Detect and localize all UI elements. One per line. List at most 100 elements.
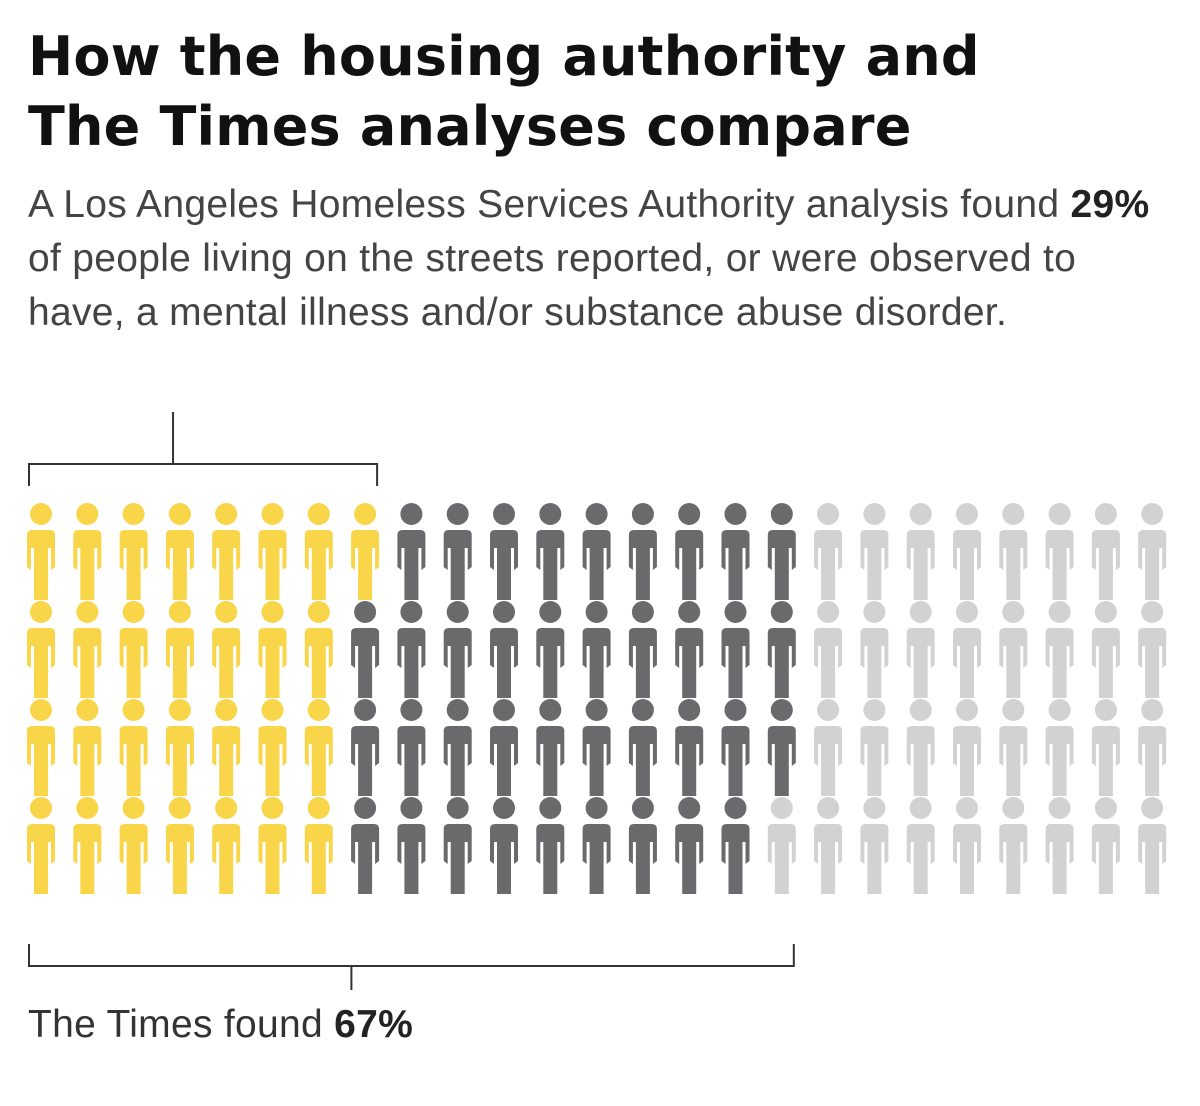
person-icon-times: [443, 503, 472, 600]
person-icon-times: [443, 601, 472, 698]
person-icon-lahsa: [165, 699, 194, 796]
person-icon-times: [351, 797, 380, 894]
person-icon-times: [628, 797, 657, 894]
person-icon-lahsa: [258, 503, 287, 600]
person-icon-remaining: [767, 797, 796, 894]
person-icon-times: [397, 601, 426, 698]
title-line-1: How the housing authority and: [28, 25, 980, 88]
person-icon-lahsa: [304, 601, 333, 698]
person-icon-lahsa: [258, 797, 287, 894]
person-icon-times: [351, 699, 380, 796]
person-icon-times: [490, 601, 518, 698]
person-icon-lahsa: [119, 503, 148, 600]
person-icon-times: [675, 797, 704, 894]
person-icon-times: [628, 699, 657, 796]
person-icon-remaining: [1138, 797, 1167, 894]
times-note: The Times found 67%: [28, 998, 413, 1052]
person-icon-times: [397, 699, 426, 796]
person-icon-remaining: [1091, 699, 1120, 796]
person-icon-times: [536, 797, 565, 894]
person-icon-remaining: [1045, 797, 1074, 894]
person-icon-lahsa: [212, 797, 241, 894]
person-icon-lahsa: [212, 601, 241, 698]
person-icon-lahsa: [212, 699, 241, 796]
person-icon-remaining: [814, 797, 843, 894]
person-icon-lahsa: [119, 699, 148, 796]
person-icon-times: [675, 601, 704, 698]
person-icon-times: [767, 699, 796, 796]
person-icon-times: [675, 503, 704, 600]
person-icon-remaining: [999, 699, 1028, 796]
person-icon-times: [443, 699, 472, 796]
person-icon-times: [721, 797, 750, 894]
person-icon-times: [582, 797, 611, 894]
lahsa-bracket: [28, 412, 379, 486]
person-icon-lahsa: [165, 503, 194, 600]
person-icon-lahsa: [258, 699, 287, 796]
person-icon-lahsa: [212, 503, 241, 600]
person-icon-remaining: [1138, 503, 1167, 600]
person-icon-times: [721, 601, 750, 698]
person-icon-lahsa: [304, 503, 333, 600]
person-icon-lahsa: [27, 797, 55, 894]
person-icon-lahsa: [119, 601, 148, 698]
person-icon-lahsa: [73, 797, 102, 894]
person-icon-remaining: [1045, 699, 1074, 796]
person-icon-remaining: [953, 699, 981, 796]
brackets: [28, 412, 795, 990]
title-line-2: The Times analyses compare: [28, 95, 912, 158]
person-icon-times: [490, 797, 518, 894]
person-icon-remaining: [860, 503, 889, 600]
chart-subtitle: A Los Angeles Homeless Services Authorit…: [28, 178, 1178, 340]
person-icon-remaining: [999, 601, 1028, 698]
person-icon-remaining: [999, 797, 1028, 894]
person-icon-remaining: [906, 601, 935, 698]
person-icon-lahsa: [73, 699, 102, 796]
subtitle-text-post: of people living on the streets reported…: [28, 237, 1077, 334]
person-icon-remaining: [814, 503, 843, 600]
person-icon-lahsa: [258, 601, 287, 698]
person-icon-lahsa: [27, 699, 55, 796]
times-bracket: [28, 944, 795, 990]
person-icon-times: [721, 699, 750, 796]
person-icon-remaining: [860, 699, 889, 796]
person-icon-times: [490, 699, 518, 796]
person-icon-times: [397, 503, 426, 600]
person-icon-lahsa: [304, 797, 333, 894]
person-icon-times: [721, 503, 750, 600]
person-icon-times: [443, 797, 472, 894]
person-icon-times: [628, 601, 657, 698]
subtitle-text-pre: A Los Angeles Homeless Services Authorit…: [28, 183, 1071, 226]
person-icon-remaining: [906, 699, 935, 796]
person-icon-lahsa: [73, 503, 102, 600]
person-icon-times: [767, 503, 796, 600]
person-icon-times: [351, 601, 380, 698]
person-icon-lahsa: [27, 601, 55, 698]
person-icon-remaining: [1045, 601, 1074, 698]
person-icon-times: [582, 699, 611, 796]
person-icon-remaining: [906, 503, 935, 600]
person-icon-remaining: [1091, 503, 1120, 600]
person-icon-lahsa: [73, 601, 102, 698]
person-icon-lahsa: [351, 503, 380, 600]
icon-grid: [27, 503, 1167, 894]
person-icon-remaining: [814, 601, 843, 698]
person-icon-times: [582, 503, 611, 600]
person-icon-remaining: [953, 503, 981, 600]
person-icon-remaining: [1138, 601, 1167, 698]
person-icon-remaining: [814, 699, 843, 796]
person-icon-lahsa: [27, 503, 55, 600]
person-icon-times: [536, 601, 565, 698]
person-icon-times: [536, 503, 565, 600]
lahsa-percent: 29%: [1070, 183, 1150, 226]
person-icon-times: [628, 503, 657, 600]
person-icon-remaining: [953, 797, 981, 894]
person-icon-times: [582, 601, 611, 698]
person-icon-times: [675, 699, 704, 796]
person-icon-times: [536, 699, 565, 796]
person-icon-remaining: [1045, 503, 1074, 600]
person-icon-remaining: [1091, 601, 1120, 698]
person-icon-remaining: [1138, 699, 1167, 796]
person-icon-lahsa: [165, 797, 194, 894]
